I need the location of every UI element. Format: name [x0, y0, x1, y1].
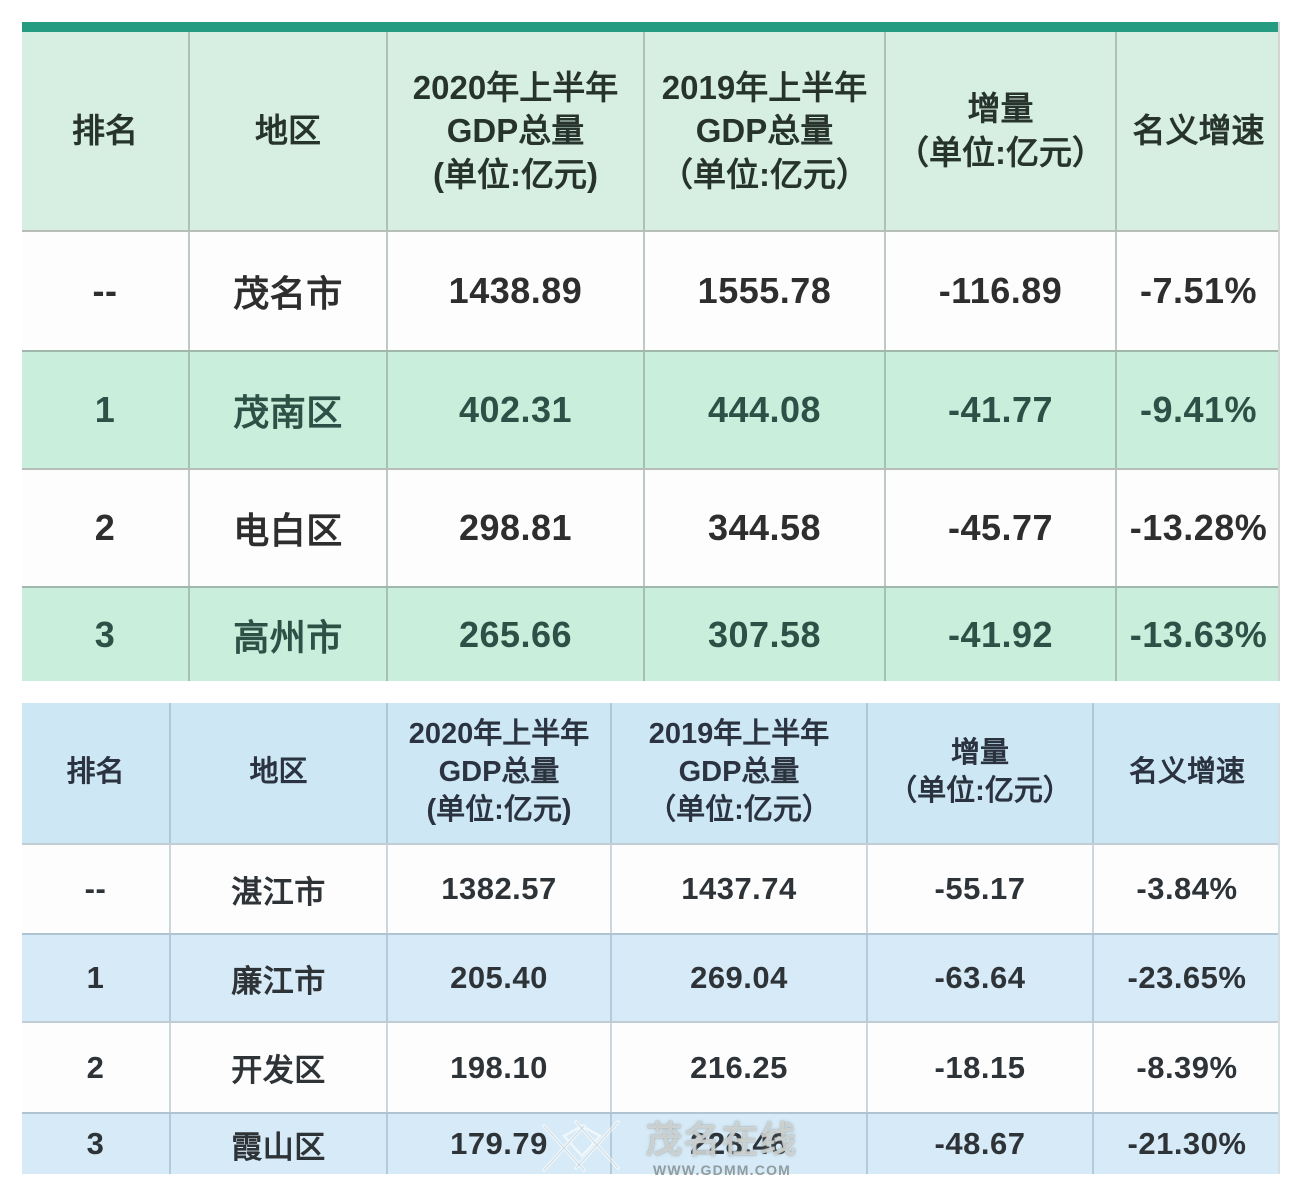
cell-region: 茂南区	[190, 352, 388, 468]
cell-delta: -55.17	[868, 845, 1094, 933]
header-growth-rate: 名义增速	[1132, 112, 1265, 150]
table-row: 3 高州市 265.66 307.58 -41.92 -13.63%	[22, 586, 1278, 681]
cell-delta: -41.77	[886, 352, 1117, 468]
cell-rank: 3	[22, 588, 190, 681]
header-delta: 增量 （单位:亿元）	[886, 32, 1117, 230]
cell-region: 廉江市	[171, 935, 388, 1021]
cell-growth-rate: -13.28%	[1129, 507, 1268, 548]
cell-gdp-2020: 402.31	[388, 352, 645, 468]
cell-gdp-2019: 307.58	[645, 588, 886, 681]
cell-region: 电白区	[190, 470, 388, 586]
cell-gdp-2020: 1438.89	[388, 232, 645, 350]
table-row: 1 廉江市 205.40 269.04 -63.64 -23.65%	[22, 933, 1278, 1021]
cell-gdp-2020: 198.10	[388, 1023, 612, 1112]
cell-gdp-2019: 216.25	[612, 1023, 868, 1112]
cell-rank: 3	[22, 1114, 171, 1174]
cell-gdp-2020: 179.79	[388, 1114, 612, 1174]
table-row: 3 霞山区 179.79 228.46 -48.67 -21.30%	[22, 1112, 1278, 1174]
cell-delta: -63.64	[868, 935, 1094, 1021]
table-row: -- 湛江市 1382.57 1437.74 -55.17 -3.84%	[22, 843, 1278, 933]
cell-growth-rate: -9.41%	[1139, 389, 1258, 430]
table-row: 1 茂南区 402.31 444.08 -41.77 -9.41%	[22, 350, 1278, 468]
cell-rank: 2	[22, 1023, 171, 1112]
cell-region: 霞山区	[171, 1114, 388, 1174]
cell-gdp-2019: 1437.74	[612, 845, 868, 933]
header-region: 地区	[171, 703, 388, 843]
cell-region: 高州市	[190, 588, 388, 681]
cell-gdp-2020: 205.40	[388, 935, 612, 1021]
header-gdp-2019: 2019年上半年 GDP总量 （单位:亿元）	[645, 32, 886, 230]
cell-delta: -41.92	[886, 588, 1117, 681]
table-row: 2 开发区 198.10 216.25 -18.15 -8.39%	[22, 1021, 1278, 1112]
cell-growth-rate: -8.39%	[1136, 1049, 1238, 1085]
maoming-gdp-table: 排名 地区 2020年上半年 GDP总量 (单位:亿元) 2019年上半年 GD…	[22, 22, 1280, 681]
table-header-row: 排名 地区 2020年上半年 GDP总量 (单位:亿元) 2019年上半年 GD…	[22, 703, 1278, 843]
cell-gdp-2019: 444.08	[645, 352, 886, 468]
cell-growth-rate: -3.84%	[1136, 871, 1238, 906]
cell-region: 湛江市	[171, 845, 388, 933]
table-header-row: 排名 地区 2020年上半年 GDP总量 (单位:亿元) 2019年上半年 GD…	[22, 32, 1278, 230]
cell-region: 茂名市	[190, 232, 388, 350]
cell-gdp-2019: 1555.78	[645, 232, 886, 350]
header-gdp-2019: 2019年上半年 GDP总量 （单位:亿元）	[612, 703, 868, 843]
header-gdp-2020: 2020年上半年 GDP总量 (单位:亿元)	[388, 32, 645, 230]
header-rank: 排名	[22, 32, 190, 230]
cell-rank: --	[22, 232, 190, 350]
header-growth-rate: 名义增速	[1128, 756, 1245, 789]
cell-rank: 1	[22, 352, 190, 468]
header-rank: 排名	[22, 703, 171, 843]
cell-gdp-2020: 265.66	[388, 588, 645, 681]
cell-growth-rate: -13.63%	[1129, 613, 1268, 655]
header-delta: 增量 （单位:亿元）	[868, 703, 1094, 843]
cell-gdp-2019: 228.46	[612, 1114, 868, 1174]
cell-gdp-2020: 1382.57	[388, 845, 612, 933]
cell-rank: 1	[22, 935, 171, 1021]
cell-rank: --	[22, 845, 171, 933]
header-gdp-2020: 2020年上半年 GDP总量 (单位:亿元)	[388, 703, 612, 843]
table-row: 2 电白区 298.81 344.58 -45.77 -13.28%	[22, 468, 1278, 586]
cell-delta: -48.67	[868, 1114, 1094, 1174]
cell-delta: -116.89	[886, 232, 1117, 350]
cell-delta: -45.77	[886, 470, 1117, 586]
table-row: -- 茂名市 1438.89 1555.78 -116.89 -7.51%	[22, 230, 1278, 350]
cell-growth-rate: -7.51%	[1139, 270, 1258, 311]
cell-rank: 2	[22, 470, 190, 586]
table-accent-bar	[22, 22, 1278, 32]
cell-gdp-2019: 344.58	[645, 470, 886, 586]
cell-growth-rate: -23.65%	[1127, 960, 1247, 995]
cell-gdp-2020: 298.81	[388, 470, 645, 586]
cell-growth-rate: -21.30%	[1127, 1126, 1247, 1161]
zhanjiang-gdp-table: 排名 地区 2020年上半年 GDP总量 (单位:亿元) 2019年上半年 GD…	[22, 703, 1280, 1174]
cell-region: 开发区	[171, 1023, 388, 1112]
header-region: 地区	[190, 32, 388, 230]
cell-gdp-2019: 269.04	[612, 935, 868, 1021]
cell-delta: -18.15	[868, 1023, 1094, 1112]
